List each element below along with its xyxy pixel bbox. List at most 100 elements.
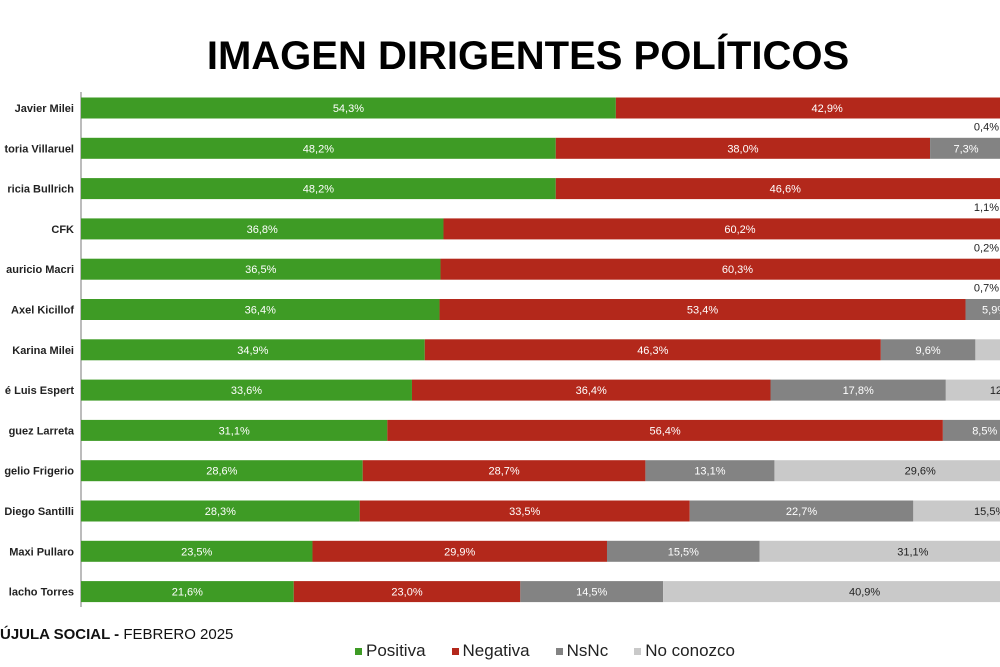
category-label: guez Larreta xyxy=(9,425,75,437)
category-label: auricio Macri xyxy=(6,264,74,276)
data-label: 42,9% xyxy=(812,103,843,115)
bar-segment xyxy=(759,540,1000,562)
bar-segment xyxy=(312,540,607,562)
data-label: 46,3% xyxy=(637,345,668,357)
data-label: 14,5% xyxy=(576,587,607,599)
bar-segment xyxy=(81,379,412,401)
data-label: 38,0% xyxy=(727,143,758,155)
data-label: 17,8% xyxy=(843,385,874,397)
data-label: 40,9% xyxy=(849,587,880,599)
bar-segment xyxy=(81,339,425,361)
bar-segment xyxy=(411,379,771,401)
bar-row: lacho Torres 21,6% 23,0% 14,5% 40,9% xyxy=(9,581,1000,603)
bar-row: Diego Santilli 28,3% 33,5% 22,7% 15,5% xyxy=(4,500,1000,522)
bar-segment xyxy=(770,379,946,401)
bar-segment xyxy=(424,339,881,361)
data-label: 36,4% xyxy=(245,305,276,317)
data-label: 36,5% xyxy=(245,264,276,276)
source-date: FEBRERO 2025 xyxy=(119,626,234,643)
bar-segment xyxy=(81,218,444,240)
data-label: 33,5% xyxy=(509,506,540,518)
category-label: lacho Torres xyxy=(9,587,74,599)
data-label: 8,5% xyxy=(972,425,997,437)
bar-segment xyxy=(81,581,294,603)
category-label: toria Villaruel xyxy=(5,143,75,155)
legend-swatch xyxy=(555,647,563,655)
data-label: 7,3% xyxy=(953,143,978,155)
bar-segment xyxy=(440,258,1000,280)
data-label: 48,2% xyxy=(303,143,334,155)
legend-label: NsNc xyxy=(566,641,609,660)
data-label: 28,6% xyxy=(206,466,237,478)
bar-segment xyxy=(81,258,441,280)
bar-segment xyxy=(81,419,388,441)
bar-segment xyxy=(293,581,521,603)
bar-segment xyxy=(81,137,556,159)
legend-swatch xyxy=(355,647,362,655)
bar-segment xyxy=(387,419,943,441)
data-label: 48,2% xyxy=(303,184,334,196)
bar-segment xyxy=(965,299,1000,320)
data-label: 0,7% xyxy=(974,283,999,295)
legend-item: Negativa xyxy=(451,641,530,661)
bar-segment xyxy=(645,460,775,482)
data-label: 22,7% xyxy=(786,506,817,518)
data-label: 36,8% xyxy=(247,224,278,236)
data-label: 23,0% xyxy=(391,587,422,599)
data-label: 0,2% xyxy=(974,242,999,254)
category-label: Javier Milei xyxy=(15,103,74,115)
data-label: 1,1% xyxy=(974,202,999,214)
bar-segment xyxy=(975,339,1000,361)
legend-item: NsNc xyxy=(555,641,609,661)
bar-segment xyxy=(615,97,1000,119)
data-label: 33,6% xyxy=(231,385,262,397)
data-label: 56,4% xyxy=(650,425,681,437)
category-label: ricia Bullrich xyxy=(7,184,74,196)
bar-segment xyxy=(942,419,1000,441)
bar-segment xyxy=(945,379,1000,401)
bar-segment xyxy=(774,460,1000,482)
data-label: 12,1% xyxy=(990,385,1000,397)
data-label: 5,9% xyxy=(982,305,1000,317)
bar-segment xyxy=(689,500,914,522)
category-label: gelio Frigerio xyxy=(4,466,74,478)
bar-segment xyxy=(443,218,1000,240)
bar-segment xyxy=(555,137,931,159)
source-footer: ÚJULA SOCIAL - FEBRERO 2025 xyxy=(0,626,233,643)
source-name: ÚJULA SOCIAL - xyxy=(0,626,120,643)
category-label: Karina Milei xyxy=(12,345,74,357)
data-label: 31,1% xyxy=(219,425,250,437)
category-label: é Luis Espert xyxy=(5,385,74,397)
legend: Positiva Negativa NsNc No conozco xyxy=(355,641,735,661)
data-label: 28,3% xyxy=(205,506,236,518)
data-label: 53,4% xyxy=(687,305,718,317)
chart-title: IMAGEN DIRIGENTES POLÍTICOS xyxy=(207,33,849,78)
bar-segment xyxy=(930,137,1000,159)
data-label: 0,4% xyxy=(974,122,999,134)
data-label: 15,5% xyxy=(974,506,1000,518)
bar-segment xyxy=(362,460,646,482)
data-label: 36,4% xyxy=(576,385,607,397)
bar-row: gelio Frigerio 28,6% 28,7% 13,1% 29,6% xyxy=(4,460,1000,482)
data-label: 60,2% xyxy=(724,224,755,236)
bar-segment xyxy=(81,299,440,320)
legend-item: No conozco xyxy=(634,641,735,661)
bar-segment xyxy=(606,540,760,562)
bar-segment xyxy=(81,460,363,482)
legend-swatch xyxy=(634,647,642,655)
bar-segment xyxy=(663,581,1000,603)
bar-segment xyxy=(555,178,1000,200)
data-label: 34,9% xyxy=(237,345,268,357)
data-label: 23,5% xyxy=(181,546,212,558)
legend-swatch xyxy=(451,647,459,655)
bar-segment xyxy=(81,97,616,119)
bar-segment xyxy=(439,299,966,320)
data-label: 46,6% xyxy=(770,184,801,196)
